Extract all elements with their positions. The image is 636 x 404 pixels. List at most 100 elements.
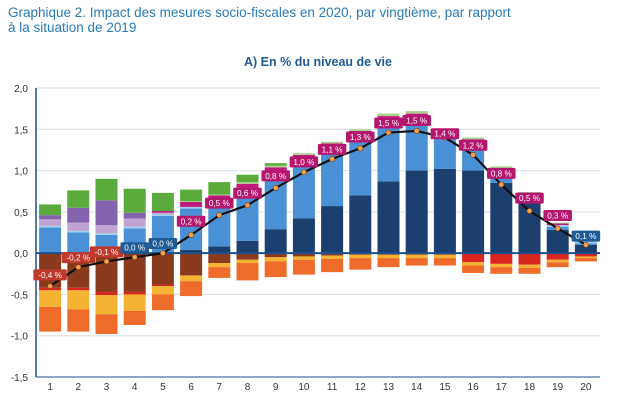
x-tick-label: 4 xyxy=(132,382,138,393)
bar-segment xyxy=(546,222,569,224)
value-label-badge xyxy=(120,242,149,254)
bar-segment xyxy=(123,218,146,227)
bar-segment xyxy=(39,290,62,307)
bar-segment xyxy=(151,192,174,212)
line-point xyxy=(159,250,166,257)
bar-segment xyxy=(292,153,315,155)
bar-segment xyxy=(349,254,372,259)
bar-segment xyxy=(264,261,287,278)
value-label: 1,4 % xyxy=(434,130,455,139)
bar-segment xyxy=(574,256,597,259)
x-tick-label: 16 xyxy=(468,382,480,393)
bar-segment xyxy=(95,291,118,296)
bar-segment xyxy=(349,258,372,270)
chart-subtitle: A) En % du niveau de vie xyxy=(244,55,392,69)
bar-segment xyxy=(405,111,428,114)
bar-segment xyxy=(377,113,400,117)
bar-segment xyxy=(208,194,231,196)
bar-segment xyxy=(462,253,485,263)
value-label-badge xyxy=(374,117,403,129)
bar-segment xyxy=(39,215,62,220)
bar-segment xyxy=(180,189,203,202)
bar-segment xyxy=(236,253,259,260)
x-tick-label: 18 xyxy=(524,382,536,393)
bar-segment xyxy=(151,214,174,216)
bar-segment xyxy=(433,254,456,259)
value-label-badge xyxy=(205,197,234,209)
bar-segment xyxy=(518,264,541,269)
bar-segment xyxy=(236,183,259,190)
bar-segment xyxy=(95,233,118,235)
bar-segment xyxy=(236,182,259,184)
bar-segment xyxy=(433,258,456,266)
value-label-badge xyxy=(61,252,95,264)
bar-segment xyxy=(208,182,231,195)
y-tick-label: 2,0 xyxy=(14,84,28,95)
x-tick-label: 8 xyxy=(245,382,251,393)
value-label: 1,3 % xyxy=(350,133,371,142)
value-label: 0,2 % xyxy=(181,217,202,226)
x-tick-label: 5 xyxy=(160,382,166,393)
bar-segment xyxy=(264,229,287,254)
bar-segment xyxy=(180,201,203,207)
x-tick-label: 15 xyxy=(439,382,451,393)
bar-segment xyxy=(151,253,174,285)
bar-segment xyxy=(208,253,231,264)
value-label: 0,8 % xyxy=(265,172,286,181)
bar-segment xyxy=(377,181,400,254)
line-point xyxy=(357,145,364,152)
bar-segment xyxy=(236,174,259,183)
bar-segment xyxy=(546,223,569,226)
value-label: -0,1 % xyxy=(95,248,119,257)
bar-segment xyxy=(151,284,174,287)
x-tick-label: 1 xyxy=(47,382,53,393)
bar-segment xyxy=(405,121,428,171)
bar-segment xyxy=(264,167,287,173)
value-label: 0,5 % xyxy=(209,199,230,208)
value-label-badge xyxy=(317,143,347,155)
value-label: 1,1 % xyxy=(322,145,343,154)
value-label-badge xyxy=(458,139,488,151)
value-label: -0,2 % xyxy=(66,254,90,263)
line-point xyxy=(300,169,307,176)
line-point xyxy=(188,232,194,238)
value-label: 1,2 % xyxy=(463,141,484,150)
figure-title: Graphique 2. Impact des mesures socio-fi… xyxy=(8,5,628,35)
bar-segment xyxy=(67,309,90,332)
line-point xyxy=(103,258,110,265)
axis-layer: -1,5-1,0-0,50,00,51,01,52,01 2 3 4 5 6 7 8 9 10 11… xyxy=(11,84,600,393)
bar-segment xyxy=(462,262,485,266)
grid-layer xyxy=(36,87,600,378)
bar-segment xyxy=(95,225,118,234)
line-point xyxy=(385,129,392,136)
bar-segment xyxy=(123,310,146,325)
value-label-badge xyxy=(515,192,544,204)
x-tick-label: 13 xyxy=(383,382,395,393)
bar-segment xyxy=(264,257,287,262)
bar-segment xyxy=(39,225,62,228)
x-tick-label: 9 xyxy=(273,382,279,393)
bar-segment xyxy=(321,149,344,207)
x-tick-label: 14 xyxy=(411,382,423,393)
bar-segment xyxy=(292,259,315,275)
value-label-badge xyxy=(261,170,290,182)
value-label-badge xyxy=(33,269,67,281)
x-tick-label: 11 xyxy=(327,382,338,393)
bar-segment xyxy=(67,230,90,233)
bar-segment xyxy=(123,253,146,292)
y-tick-label: 0,0 xyxy=(14,249,28,260)
bar-segment xyxy=(39,306,62,332)
bar-segment xyxy=(39,227,62,254)
bar-segment xyxy=(236,240,259,254)
value-label: 1,5 % xyxy=(378,119,399,128)
bar-segment xyxy=(490,263,513,268)
bar-segment xyxy=(405,254,428,259)
bar-segment xyxy=(462,265,485,273)
bar-segment xyxy=(151,286,174,295)
bar-segment xyxy=(123,294,146,311)
bar-segment xyxy=(546,253,569,260)
x-tick-label: 7 xyxy=(217,382,223,393)
y-tick-label: 1,0 xyxy=(14,167,28,178)
bar-segment xyxy=(574,258,597,262)
